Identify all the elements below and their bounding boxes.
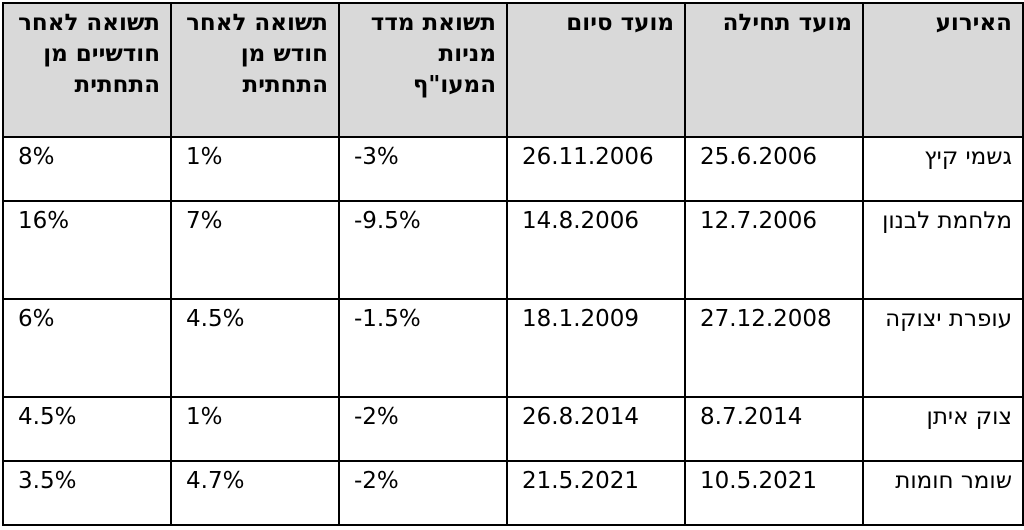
cell-index-return: -9.5% (338, 200, 508, 300)
cell-return-1-month: 1% (170, 396, 340, 462)
table-row: מלחמת לבנון 12.7.2006 14.8.2006 -9.5% 7%… (2, 200, 1024, 300)
cell-return-2-months: 8% (2, 136, 172, 202)
cell-end-date: 21.5.2021 (506, 460, 686, 526)
cell-return-1-month: 7% (170, 200, 340, 300)
cell-start-date: 10.5.2021 (684, 460, 864, 526)
cell-event: גשמי קיץ (862, 136, 1024, 202)
cell-start-date: 12.7.2006 (684, 200, 864, 300)
cell-return-2-months: 3.5% (2, 460, 172, 526)
cell-return-1-month: 1% (170, 136, 340, 202)
cell-start-date: 25.6.2006 (684, 136, 864, 202)
header-end-date: מועד סיום (506, 2, 686, 138)
cell-return-2-months: 4.5% (2, 396, 172, 462)
cell-event: מלחמת לבנון (862, 200, 1024, 300)
cell-index-return: -2% (338, 396, 508, 462)
cell-return-1-month: 4.7% (170, 460, 340, 526)
cell-end-date: 18.1.2009 (506, 298, 686, 398)
table-row: שומר חומות 10.5.2021 21.5.2021 -2% 4.7% … (2, 460, 1024, 526)
cell-event: שומר חומות (862, 460, 1024, 526)
table-row: גשמי קיץ 25.6.2006 26.11.2006 -3% 1% 8% (2, 136, 1024, 202)
header-return-1-month: תשואה לאחר חודש מן התחתית (170, 2, 340, 138)
table-header-row: האירוע מועד תחילה מועד סיום תשואת מדד מנ… (2, 2, 1024, 138)
cell-end-date: 26.8.2014 (506, 396, 686, 462)
table-row: צוק איתן 8.7.2014 26.8.2014 -2% 1% 4.5% (2, 396, 1024, 462)
cell-end-date: 26.11.2006 (506, 136, 686, 202)
header-start-date: מועד תחילה (684, 2, 864, 138)
cell-event: צוק איתן (862, 396, 1024, 462)
cell-index-return: -3% (338, 136, 508, 202)
header-return-2-months: תשואה לאחר חודשיים מן התחתית (2, 2, 172, 138)
cell-start-date: 27.12.2008 (684, 298, 864, 398)
cell-return-1-month: 4.5% (170, 298, 340, 398)
cell-index-return: -2% (338, 460, 508, 526)
header-index-return: תשואת מדד מניות המעו"ף (338, 2, 508, 138)
cell-end-date: 14.8.2006 (506, 200, 686, 300)
cell-index-return: -1.5% (338, 298, 508, 398)
table-row: עופרת יצוקה 27.12.2008 18.1.2009 -1.5% 4… (2, 298, 1024, 398)
cell-return-2-months: 16% (2, 200, 172, 300)
header-event: האירוע (862, 2, 1024, 138)
cell-event: עופרת יצוקה (862, 298, 1024, 398)
cell-return-2-months: 6% (2, 298, 172, 398)
cell-start-date: 8.7.2014 (684, 396, 864, 462)
